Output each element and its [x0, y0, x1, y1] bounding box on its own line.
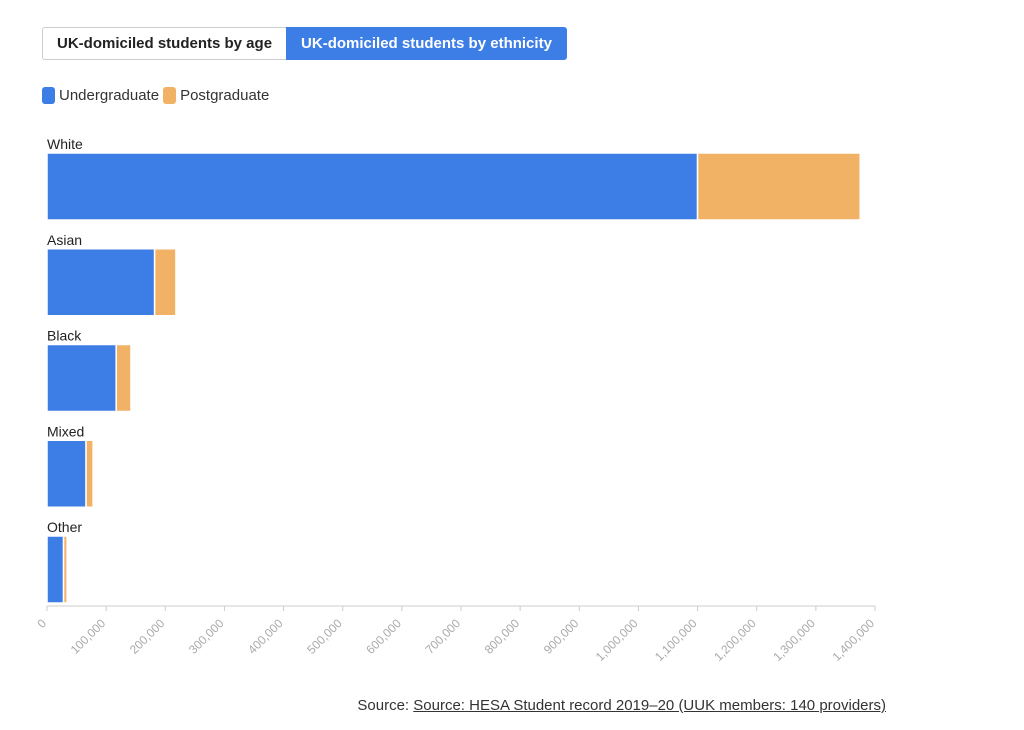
tab-students-by-ethnicity[interactable]: UK-domiciled students by ethnicity [286, 27, 567, 60]
x-tick-label: 300,000 [186, 616, 227, 657]
bar-black-postgraduate[interactable] [115, 343, 132, 413]
legend-swatch-postgraduate [163, 87, 177, 104]
category-label-black: Black [47, 328, 82, 344]
x-tick-label: 700,000 [423, 616, 464, 657]
chart-tabs: UK-domiciled students by age UK-domicile… [42, 27, 567, 60]
bar-mixed-postgraduate[interactable] [85, 439, 94, 508]
category-label-white: White [47, 136, 83, 152]
x-tick-label: 600,000 [363, 616, 404, 657]
source-prefix: Source: [357, 697, 414, 714]
x-tick-label: 1,300,000 [770, 616, 818, 664]
category-label-mixed: Mixed [47, 423, 84, 439]
bar-asian-undergraduate[interactable] [46, 248, 156, 317]
bar-white-postgraduate[interactable] [696, 152, 861, 221]
x-tick-label: 900,000 [541, 616, 582, 657]
bar-other-postgraduate[interactable] [62, 535, 68, 604]
bar-white-undergraduate[interactable] [46, 152, 699, 221]
x-tick-label: 1,000,000 [593, 616, 641, 664]
bar-black-undergraduate[interactable] [46, 343, 117, 413]
x-tick-label: 400,000 [245, 616, 286, 657]
x-tick-label: 200,000 [127, 616, 168, 657]
legend-label-undergraduate: Undergraduate [59, 87, 160, 104]
legend-item-undergraduate[interactable]: Undergraduate [42, 87, 159, 104]
category-label-asian: Asian [47, 232, 82, 248]
bar-other-undergraduate[interactable] [46, 535, 65, 604]
bar-asian-postgraduate[interactable] [153, 248, 177, 317]
x-tick-label: 500,000 [304, 616, 345, 657]
x-tick-label: 800,000 [482, 616, 523, 657]
legend-label-postgraduate: Postgraduate [180, 87, 270, 104]
source-link[interactable]: Source: HESA Student record 2019–20 (UUK… [413, 697, 886, 714]
chart-legend: Undergraduate Postgraduate [42, 87, 273, 104]
category-label-other: Other [47, 519, 82, 535]
x-tick-label: 0 [34, 616, 49, 631]
x-tick-label: 100,000 [68, 616, 109, 657]
bar-mixed-undergraduate[interactable] [46, 439, 87, 508]
tab-students-by-age[interactable]: UK-domiciled students by age [42, 27, 287, 60]
source-note: Source: Source: HESA Student record 2019… [0, 697, 886, 714]
legend-swatch-undergraduate [42, 87, 55, 104]
x-tick-label: 1,100,000 [652, 616, 700, 664]
x-tick-label: 1,200,000 [711, 616, 759, 664]
x-tick-label: 1,400,000 [829, 616, 877, 664]
stacked-bar-chart: White Asian Black Mixed Other 0 100,000 200,000… [34, 136, 877, 664]
legend-item-postgraduate[interactable]: Postgraduate [163, 87, 269, 104]
